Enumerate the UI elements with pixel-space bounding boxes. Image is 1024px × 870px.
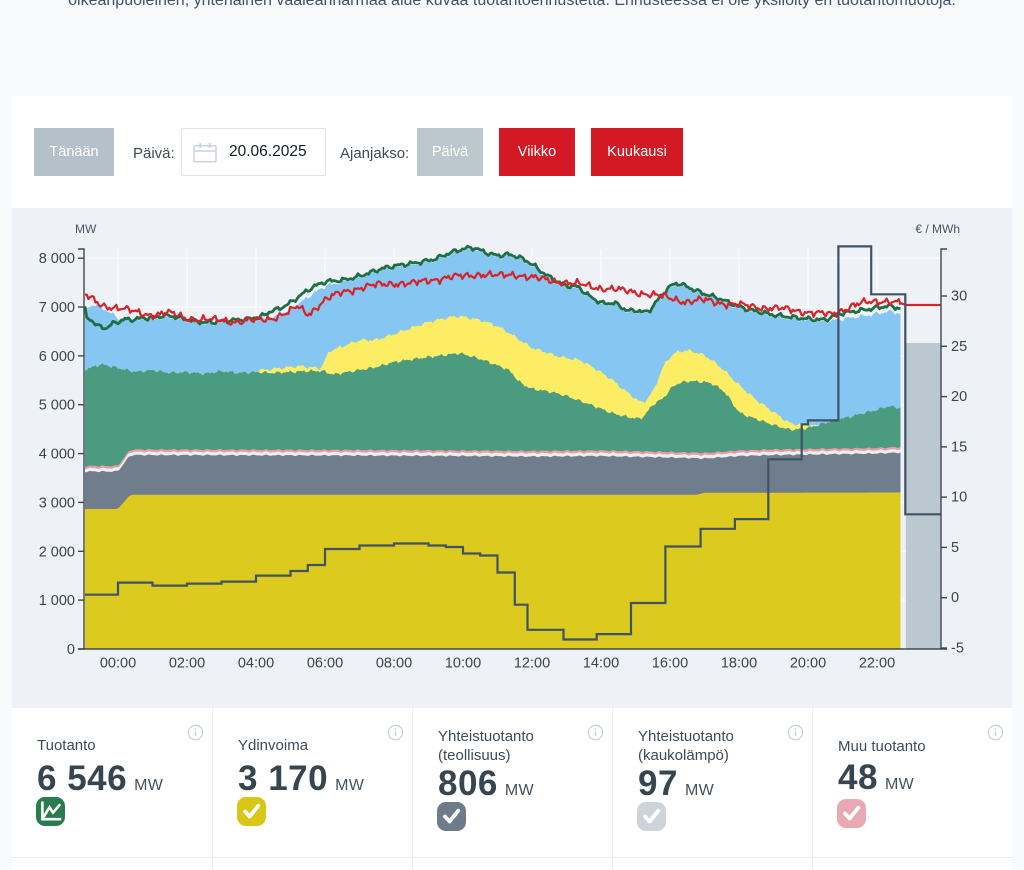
svg-text:5 000: 5 000 — [39, 398, 75, 414]
svg-text:02:00: 02:00 — [169, 656, 205, 672]
svg-text:2 000: 2 000 — [39, 544, 75, 560]
svg-text:12:00: 12:00 — [514, 656, 550, 672]
svg-text:1 000: 1 000 — [39, 593, 75, 609]
svg-text:25: 25 — [951, 339, 967, 355]
svg-text:0: 0 — [67, 642, 75, 658]
svg-text:5: 5 — [951, 540, 959, 556]
svg-text:0: 0 — [951, 590, 959, 606]
svg-text:18:00: 18:00 — [721, 656, 757, 672]
svg-text:€ / MWh: € / MWh — [915, 222, 960, 236]
svg-text:15: 15 — [951, 439, 967, 455]
svg-text:14:00: 14:00 — [583, 656, 619, 672]
svg-text:-5: -5 — [951, 641, 964, 657]
svg-text:22:00: 22:00 — [859, 656, 895, 672]
svg-text:16:00: 16:00 — [652, 656, 688, 672]
svg-text:6 000: 6 000 — [39, 349, 75, 365]
svg-text:00:00: 00:00 — [100, 656, 136, 672]
svg-text:10: 10 — [951, 490, 967, 506]
svg-text:3 000: 3 000 — [39, 495, 75, 511]
svg-text:08:00: 08:00 — [376, 656, 412, 672]
svg-text:7 000: 7 000 — [39, 300, 75, 316]
svg-text:20:00: 20:00 — [790, 656, 826, 672]
svg-text:4 000: 4 000 — [39, 447, 75, 463]
svg-text:8 000: 8 000 — [39, 251, 75, 267]
svg-text:MW: MW — [75, 222, 97, 236]
svg-text:20: 20 — [951, 389, 967, 405]
svg-text:06:00: 06:00 — [307, 656, 343, 672]
svg-text:30: 30 — [951, 289, 967, 305]
svg-text:04:00: 04:00 — [238, 656, 274, 672]
svg-text:10:00: 10:00 — [445, 656, 481, 672]
